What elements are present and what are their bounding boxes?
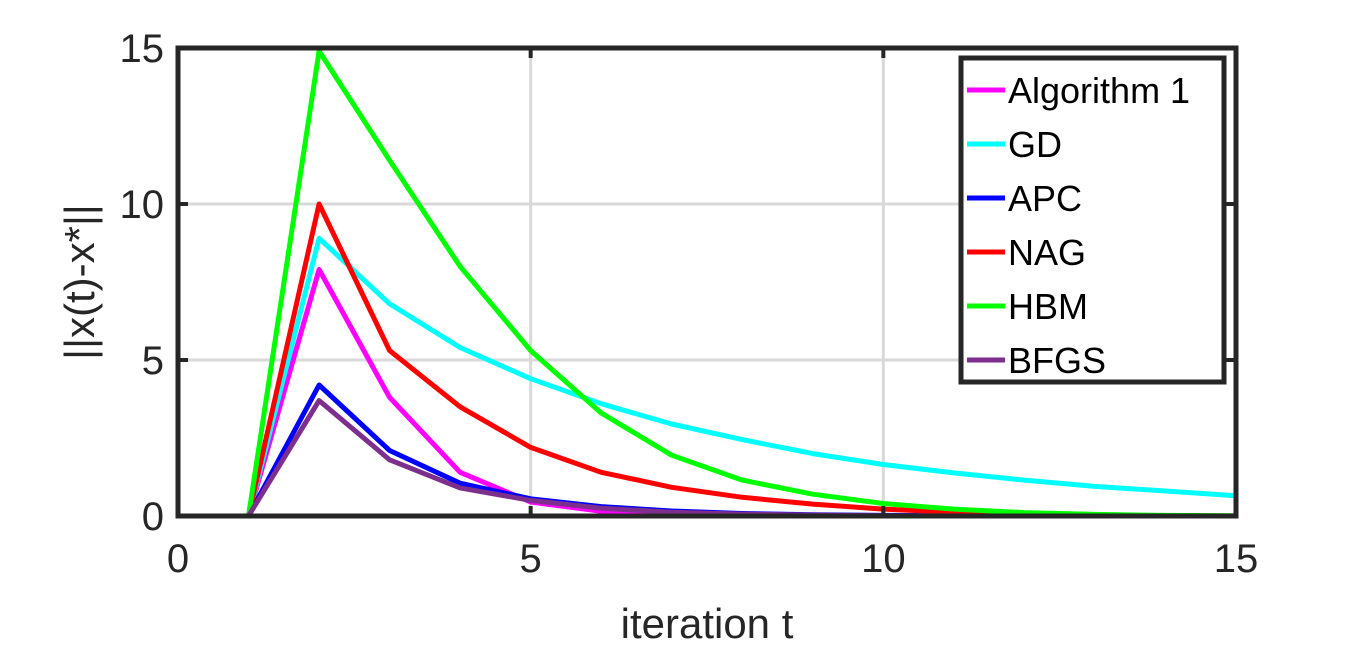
legend-label-algorithm-1: Algorithm 1	[1008, 70, 1190, 111]
y-tick-label: 10	[120, 183, 165, 227]
x-tick-label: 10	[861, 537, 906, 581]
plot-frame	[175, 45, 1239, 519]
y-tick-label: 5	[142, 339, 164, 383]
legend-label-apc: APC	[1008, 178, 1082, 219]
series-line-gd	[246, 235, 1239, 519]
legend-label-hbm: HBM	[1008, 286, 1088, 327]
legend: Algorithm 1 GD APC NAG HBM BFGS	[958, 55, 1227, 385]
y-tick-label: 15	[120, 27, 165, 71]
legend-label-gd: GD	[1008, 124, 1062, 165]
legend-box	[958, 55, 1227, 385]
x-tick-label: 15	[1214, 537, 1259, 581]
y-axis-label: ||x(t)-x*||	[56, 204, 103, 360]
axis-ticks: 0 5 10 15 0 5 10 15	[120, 27, 1259, 581]
legend-label-bfgs: BFGS	[1008, 340, 1106, 381]
x-axis-label: iteration t	[621, 600, 794, 647]
y-tick-label: 0	[142, 495, 164, 539]
x-tick-label: 0	[167, 537, 189, 581]
legend-label-nag: NAG	[1008, 232, 1086, 273]
x-tick-label: 5	[520, 537, 542, 581]
